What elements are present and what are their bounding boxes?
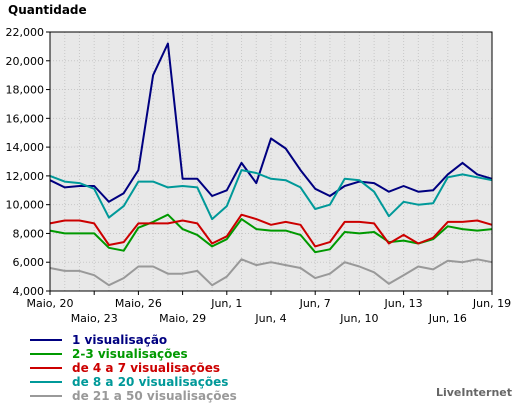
legend: 1 visualisação 2-3 visualisações de 4 a … (30, 333, 237, 403)
legend-label: de 21 a 50 visualisações (72, 389, 237, 403)
y-tick-label: 20,000 (6, 55, 45, 68)
y-axis-title: Quantidade (8, 3, 87, 17)
y-tick-label: 12,000 (6, 170, 45, 183)
x-tick-label: Jun, 16 (428, 312, 467, 325)
legend-label: 1 visualisação (72, 333, 168, 347)
brand-label: LiveInternet (435, 386, 512, 399)
x-tick-label: Maio, 29 (159, 312, 206, 325)
y-tick-label: 18,000 (6, 84, 45, 97)
y-tick-label: 8,000 (13, 227, 45, 240)
x-tick-label: Maio, 26 (115, 297, 162, 310)
y-tick-label: 10,000 (6, 199, 45, 212)
legend-swatch (30, 367, 62, 369)
x-tick-label: Maio, 20 (26, 297, 73, 310)
y-tick-label: 14,000 (6, 141, 45, 154)
legend-swatch (30, 395, 62, 397)
x-tick-label: Jun, 4 (254, 312, 286, 325)
y-tick-label: 6,000 (13, 256, 45, 269)
series-line-5 (49, 258, 493, 287)
legend-label: de 8 a 20 visualisações (72, 375, 229, 389)
x-tick-label: Jun, 19 (472, 297, 511, 310)
legend-swatch (30, 353, 62, 355)
legend-item-21-50-visualisacoes: de 21 a 50 visualisações (30, 389, 237, 403)
x-tick-label: Jun, 10 (339, 312, 378, 325)
y-tick-label: 16,000 (6, 112, 45, 125)
legend-label: de 4 a 7 visualisações (72, 361, 221, 375)
y-tick-label: 22,000 (6, 26, 45, 39)
legend-item-4-7-visualisacoes: de 4 a 7 visualisações (30, 361, 237, 375)
legend-swatch (30, 339, 62, 341)
legend-label: 2-3 visualisações (72, 347, 188, 361)
legend-item-1-visualisacao: 1 visualisação (30, 333, 237, 347)
y-tick-label: 4,000 (13, 285, 45, 298)
x-tick-label: Jun, 1 (210, 297, 242, 310)
x-tick-label: Maio, 23 (71, 312, 118, 325)
series-line-4 (49, 169, 493, 221)
series-line-1 (49, 42, 493, 203)
x-tick-label: Jun, 7 (299, 297, 331, 310)
legend-item-8-20-visualisacoes: de 8 a 20 visualisações (30, 375, 237, 389)
series-line-3 (49, 213, 493, 248)
legend-swatch (30, 381, 62, 383)
legend-item-2-3-visualisacoes: 2-3 visualisações (30, 347, 237, 361)
x-tick-label: Jun, 13 (384, 297, 423, 310)
